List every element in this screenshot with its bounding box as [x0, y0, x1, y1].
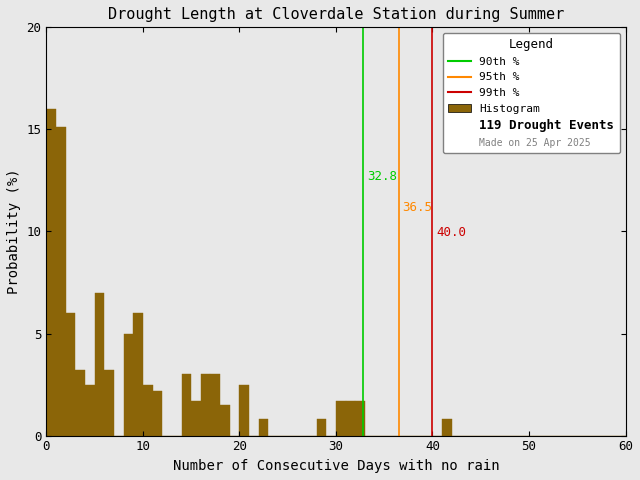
Bar — [76, 370, 85, 436]
Bar — [317, 420, 326, 436]
Bar — [66, 313, 76, 436]
Bar — [152, 391, 162, 436]
Text: 32.8: 32.8 — [367, 170, 397, 183]
Bar — [220, 405, 230, 436]
Legend: 90th %, 95th %, 99th %, Histogram, 119 Drought Events, Made on 25 Apr 2025: 90th %, 95th %, 99th %, Histogram, 119 D… — [443, 33, 620, 153]
Text: 40.0: 40.0 — [436, 226, 467, 239]
X-axis label: Number of Consecutive Days with no rain: Number of Consecutive Days with no rain — [173, 459, 499, 473]
Bar — [336, 401, 346, 436]
Bar — [259, 420, 268, 436]
Bar — [239, 384, 249, 436]
Bar — [104, 370, 114, 436]
Bar — [211, 374, 220, 436]
Bar — [346, 401, 355, 436]
Bar — [442, 420, 452, 436]
Bar — [143, 384, 152, 436]
Bar — [133, 313, 143, 436]
Bar — [85, 384, 95, 436]
Y-axis label: Probability (%): Probability (%) — [7, 168, 21, 294]
Bar — [355, 401, 365, 436]
Text: 36.5: 36.5 — [403, 201, 433, 214]
Bar — [191, 401, 201, 436]
Bar — [182, 374, 191, 436]
Bar — [201, 374, 211, 436]
Bar — [95, 293, 104, 436]
Bar — [56, 127, 66, 436]
Bar — [124, 334, 133, 436]
Bar — [46, 109, 56, 436]
Title: Drought Length at Cloverdale Station during Summer: Drought Length at Cloverdale Station dur… — [108, 7, 564, 22]
